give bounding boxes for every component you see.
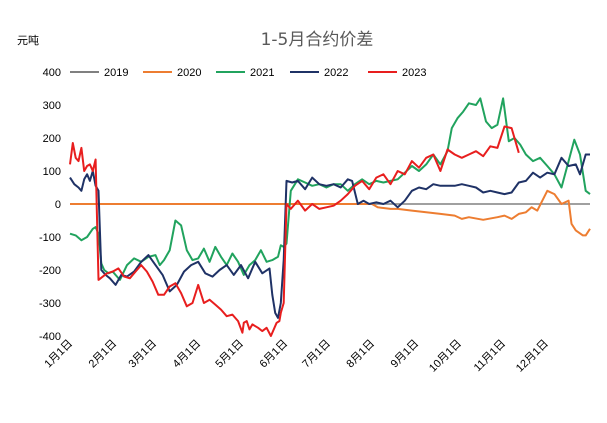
series-line-2021 [69,97,591,281]
y-tick-label: -300 [39,298,61,310]
legend: 2019 2020 2021 2022 2023 [70,67,426,79]
series-line-2022 [69,153,590,319]
legend-item-2023: 2023 [368,67,426,79]
x-tick-label: 10月1日 [427,338,464,375]
y-tick-label: 400 [43,67,61,79]
legend-item-2020: 2020 [143,67,201,79]
legend-item-2021: 2021 [216,67,274,79]
legend-item-2019: 2019 [70,67,128,79]
legend-item-2022: 2022 [290,67,348,79]
y-tick-label: 0 [55,199,61,211]
series-line-2020 [70,189,591,237]
y-axis-unit: 元吨 [17,34,39,47]
y-tick-label: 100 [43,166,61,178]
plot-area [69,97,591,337]
legend-label: 2023 [402,67,426,79]
y-tick-label: 200 [43,133,61,145]
legend-label: 2019 [104,67,128,79]
legend-label: 2020 [177,67,201,79]
y-tick-label: 300 [43,100,61,112]
legend-label: 2022 [324,67,348,79]
x-axis: 1月1日 2月1日 3月1日 4月1日 5月1日 6月1日 7月1日 8月1日 9月1日 10月1… [42,338,551,375]
y-tick-label: -100 [39,232,61,244]
x-tick-label: 3月1日 [126,338,159,371]
x-tick-label: 9月1日 [389,338,422,371]
x-tick-label: 5月1日 [213,338,246,371]
y-tick-label: -400 [39,331,61,343]
y-tick-label: -200 [39,265,61,277]
x-tick-label: 11月1日 [472,338,508,374]
legend-label: 2021 [250,67,274,79]
chart-title: 1-5月合约价差 [261,30,374,50]
y-axis: 400 300 200 100 0 -100 -200 -300 -400 [39,67,61,343]
x-tick-label: 7月1日 [300,338,333,371]
x-tick-label: 2月1日 [87,338,120,371]
x-tick-label: 6月1日 [258,338,291,371]
x-tick-label: 4月1日 [171,338,204,371]
x-tick-label: 12月1日 [514,338,551,375]
series-line-2023 [69,125,520,337]
x-tick-label: 8月1日 [344,338,377,371]
